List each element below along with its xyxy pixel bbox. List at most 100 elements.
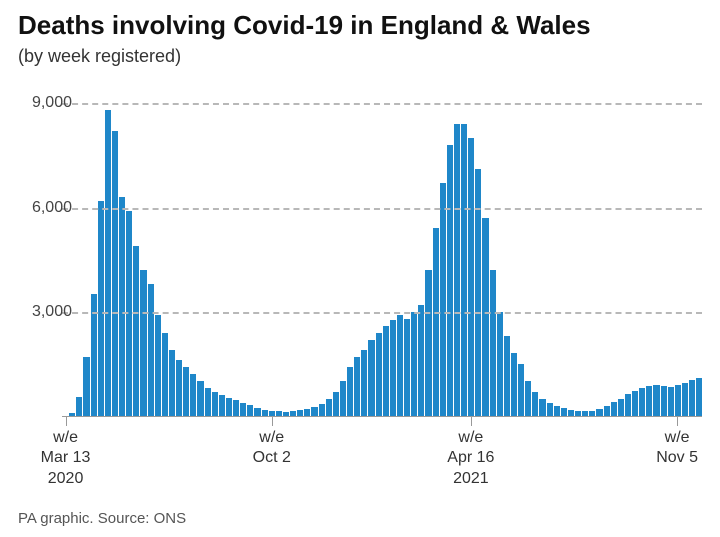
bar <box>340 381 346 416</box>
bar <box>668 387 674 416</box>
bar <box>226 398 232 416</box>
bar <box>354 357 360 416</box>
bar <box>162 333 168 416</box>
gridline <box>62 103 702 105</box>
bar <box>219 395 225 416</box>
x-axis-label: w/eOct 2 <box>253 428 291 468</box>
bar <box>547 403 553 416</box>
x-tick <box>272 416 273 426</box>
bar <box>404 319 410 416</box>
y-axis-label: 9,000 <box>32 94 72 112</box>
bar <box>304 409 310 416</box>
bar <box>169 350 175 416</box>
bar <box>425 270 431 416</box>
bar <box>525 381 531 416</box>
bar <box>119 197 125 416</box>
x-axis-label: w/eNov 5 <box>656 428 698 468</box>
bar <box>376 333 382 416</box>
bar <box>197 381 203 416</box>
x-axis-year: 2021 <box>453 470 489 488</box>
bar <box>433 228 439 416</box>
bar <box>105 110 111 416</box>
x-axis-label: w/eApr 16 <box>447 428 494 468</box>
bar <box>133 246 139 416</box>
bar <box>554 406 560 416</box>
bar <box>383 326 389 416</box>
bars <box>62 86 702 416</box>
x-axis-line <box>62 416 702 417</box>
bar <box>625 394 631 416</box>
bar <box>176 360 182 416</box>
y-axis-label: 3,000 <box>32 303 72 321</box>
chart-subtitle: (by week registered) <box>18 46 181 67</box>
bar <box>539 399 545 416</box>
bar <box>682 383 688 416</box>
bar <box>83 357 89 416</box>
bar <box>518 364 524 416</box>
bar <box>661 386 667 416</box>
x-tick <box>471 416 472 426</box>
bar <box>397 315 403 416</box>
bar <box>311 407 317 416</box>
bar <box>140 270 146 416</box>
bar <box>76 397 82 416</box>
chart-footer: PA graphic. Source: ONS <box>18 510 186 527</box>
x-axis-year: 2020 <box>48 470 84 488</box>
bar <box>361 350 367 416</box>
bar <box>532 392 538 416</box>
x-axis-label: w/eMar 13 <box>41 428 91 468</box>
bar <box>696 378 702 416</box>
bar <box>475 169 481 416</box>
bar <box>247 405 253 416</box>
bar <box>561 408 567 416</box>
bar <box>646 386 652 416</box>
bar <box>461 124 467 416</box>
bar <box>240 403 246 416</box>
bar <box>454 124 460 416</box>
bar <box>98 201 104 416</box>
bar <box>205 388 211 416</box>
bar <box>618 399 624 416</box>
bar <box>440 183 446 416</box>
bar <box>368 340 374 416</box>
plot-area <box>62 86 702 416</box>
bar <box>233 400 239 416</box>
bar <box>148 284 154 416</box>
gridline <box>62 208 702 210</box>
bar <box>632 391 638 416</box>
chart-container: Deaths involving Covid-19 in England & W… <box>0 0 720 537</box>
bar <box>254 408 260 416</box>
bar <box>447 145 453 416</box>
bar <box>468 138 474 416</box>
bar <box>112 131 118 416</box>
x-tick <box>66 416 67 426</box>
bar <box>653 385 659 416</box>
bar <box>326 399 332 416</box>
bar <box>689 380 695 416</box>
bar <box>504 336 510 416</box>
bar <box>511 353 517 416</box>
bar <box>411 312 417 416</box>
bar <box>604 406 610 416</box>
bar <box>212 392 218 416</box>
bar <box>319 404 325 416</box>
gridline <box>62 312 702 314</box>
bar <box>611 402 617 416</box>
bar <box>596 409 602 416</box>
chart-title: Deaths involving Covid-19 in England & W… <box>18 10 591 41</box>
x-tick <box>677 416 678 426</box>
bar <box>497 312 503 416</box>
x-axis: w/eMar 132020w/eOct 2w/eApr 162021w/eNov… <box>62 416 702 506</box>
bar <box>155 315 161 416</box>
bar <box>183 367 189 416</box>
bar <box>347 367 353 416</box>
bar <box>190 374 196 416</box>
bar <box>639 388 645 416</box>
bar <box>482 218 488 416</box>
bar <box>390 320 396 416</box>
y-axis-label: 6,000 <box>32 199 72 217</box>
bar <box>418 305 424 416</box>
bar <box>333 392 339 416</box>
bar <box>490 270 496 416</box>
bar <box>675 385 681 416</box>
